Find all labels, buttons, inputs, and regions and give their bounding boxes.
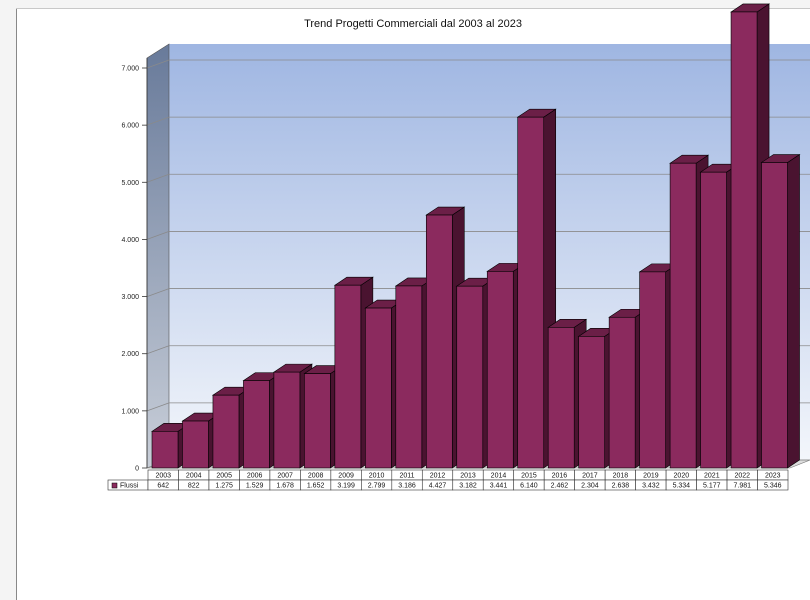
data-label: 7.981 [734, 483, 752, 490]
table-header-year: 2007 [277, 473, 293, 480]
data-label: 2.638 [612, 483, 630, 490]
legend-swatch [111, 482, 118, 489]
data-label: 4.427 [429, 483, 447, 490]
data-label: 5.346 [764, 483, 782, 490]
data-label: 1.529 [246, 483, 264, 490]
data-label: 3.186 [398, 483, 416, 490]
bar [395, 285, 423, 469]
table-header-year: 2011 [400, 473, 415, 480]
bar [761, 162, 788, 469]
y-tick-label: 3.000 [121, 294, 139, 301]
table-header-year: 2003 [155, 473, 171, 480]
legend-series-name: Flussi [120, 483, 139, 490]
data-label: 5.177 [703, 483, 721, 490]
y-tick-label: 7.000 [121, 66, 139, 73]
data-label: 1.652 [307, 483, 325, 490]
y-tick-label: 5.000 [121, 180, 139, 187]
table-header-year: 2004 [186, 473, 202, 480]
table-header-year: 2020 [674, 473, 690, 480]
table-header-year: 2016 [552, 473, 568, 480]
data-label: 3.199 [337, 483, 355, 490]
bar [608, 316, 636, 469]
y-tick-label: 4.000 [121, 237, 139, 244]
bar [639, 271, 666, 469]
gridline-side [146, 173, 170, 183]
data-label: 1.275 [215, 483, 233, 490]
table-header-year: 2006 [247, 473, 263, 480]
bar [182, 420, 209, 469]
bar [334, 284, 362, 469]
bar [273, 371, 301, 469]
table-header-year: 2009 [338, 473, 354, 480]
table-header-year: 2022 [734, 473, 750, 480]
data-label: 3.441 [490, 483, 508, 490]
y-tick-label: 6.000 [121, 123, 139, 130]
bar [212, 394, 240, 469]
table-header-year: 2012 [430, 473, 446, 480]
gridline-side [146, 116, 170, 126]
y-tick-label: 0 [135, 466, 139, 473]
data-label: 3.432 [642, 483, 660, 490]
bar [547, 327, 575, 469]
data-label: 2.799 [368, 483, 386, 490]
bar [365, 307, 392, 469]
data-label: 2.462 [551, 483, 569, 490]
gridline-side [146, 345, 170, 355]
table-header-year: 2018 [613, 473, 629, 480]
bar [425, 214, 453, 469]
bar [578, 336, 605, 469]
bar-side [787, 153, 800, 469]
data-label: 5.334 [673, 483, 691, 490]
table-header-year: 2008 [308, 473, 324, 480]
gridline-side [146, 288, 170, 297]
table-header-year: 2017 [582, 473, 598, 480]
window-left-border [0, 0, 17, 600]
data-label: 3.182 [459, 483, 477, 490]
data-label: 2.304 [581, 483, 599, 490]
window-top-border [16, 0, 810, 9]
table-value-cell [757, 479, 789, 491]
table-header-year: 2005 [216, 473, 232, 480]
bar [730, 11, 758, 469]
data-label: 822 [188, 483, 200, 490]
bar [304, 373, 331, 469]
bar [517, 116, 545, 469]
data-label: 642 [157, 483, 169, 490]
bar [243, 380, 270, 469]
gridline-side [146, 231, 170, 240]
gridline-side [146, 402, 170, 412]
bar [456, 285, 484, 469]
bar [486, 271, 514, 469]
y-tick-label: 1.000 [121, 408, 139, 415]
table-header-year: 2021 [704, 473, 720, 480]
y-tick-label: 2.000 [121, 351, 139, 358]
bar [700, 171, 727, 469]
bar [669, 162, 697, 469]
table-header-year: 2015 [521, 473, 537, 480]
table-header-year: 2010 [369, 473, 385, 480]
data-label: 6.140 [520, 483, 538, 490]
table-header-year: 2023 [765, 473, 781, 480]
table-header-year: 2014 [491, 473, 507, 480]
data-label: 1.678 [276, 483, 294, 490]
table-header-year: 2013 [460, 473, 476, 480]
table-header-year: 2019 [643, 473, 659, 480]
bar [151, 431, 179, 469]
gridline-side [146, 59, 170, 69]
chart-title: Trend Progetti Commerciali dal 2003 al 2… [304, 18, 522, 30]
